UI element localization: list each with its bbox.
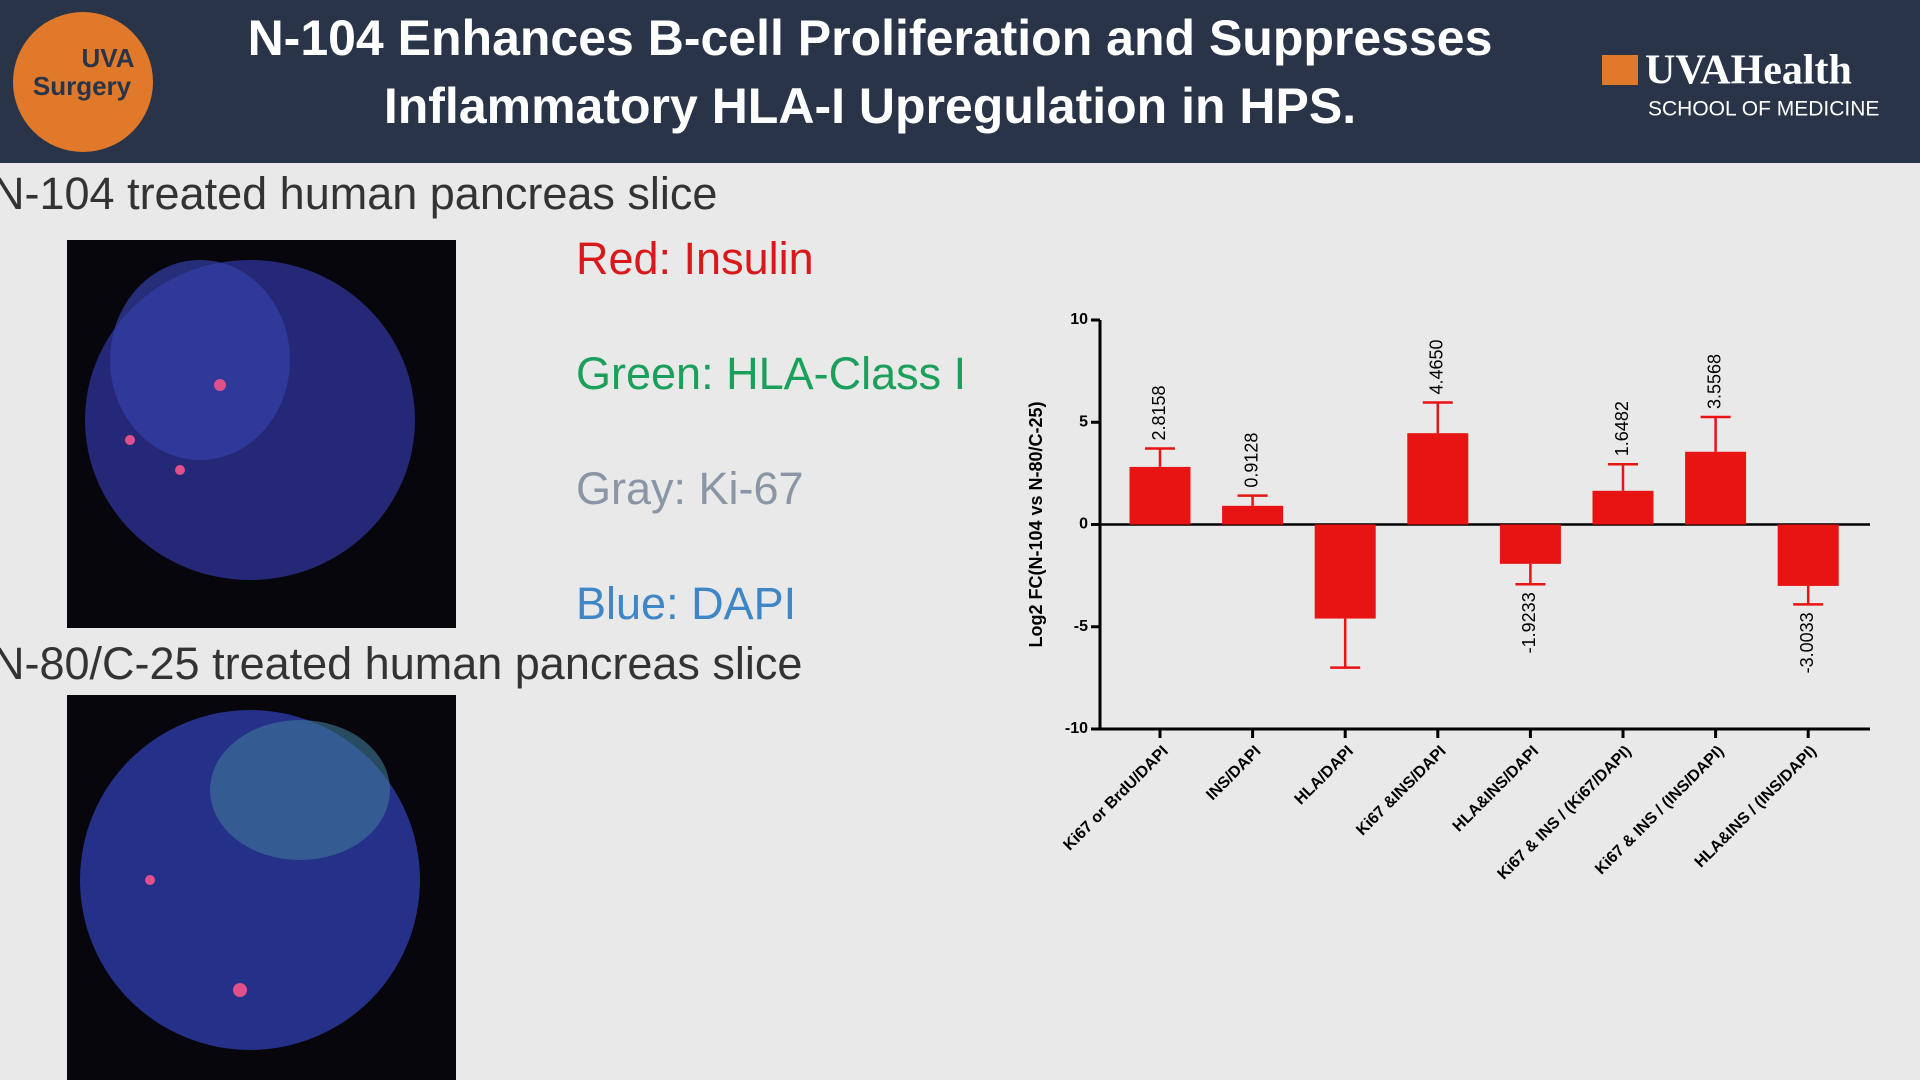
- bar: [1499, 524, 1561, 564]
- micrograph: [67, 240, 456, 628]
- value-label: 2.8158: [1149, 385, 1169, 440]
- legend-item: Red: Insulin: [576, 233, 814, 284]
- error-bar: [1793, 585, 1824, 606]
- y-tick-label: 0: [1079, 516, 1088, 533]
- caption: N-104 treated human pancreas slice: [0, 168, 717, 219]
- bar: [1314, 524, 1376, 619]
- legend-item: Gray: Ki-67: [576, 463, 804, 514]
- right-logo-icon: [1602, 55, 1638, 85]
- left-logo-text: UVA: [82, 43, 135, 73]
- bar: [1222, 505, 1284, 525]
- left-logo-text: Surgery: [33, 71, 132, 101]
- x-tick-label: Ki67 &INS/DAPI: [1353, 743, 1449, 839]
- x-tick-label: INS/DAPI: [1203, 743, 1264, 804]
- error-bar: [1330, 618, 1361, 669]
- header-bar: [0, 0, 1920, 163]
- x-tick-label: HLA&INS/DAPI: [1450, 743, 1542, 835]
- right-logo-name: UVAHealth: [1645, 48, 1852, 94]
- value-label: -3.0033: [1797, 612, 1817, 673]
- title: Inflammatory HLA-I Upregulation in HPS.: [384, 78, 1356, 134]
- bar: [1407, 433, 1469, 525]
- right-logo-subtitle: SCHOOL OF MEDICINE: [1648, 98, 1879, 121]
- y-tick-label: -5: [1074, 618, 1088, 635]
- bar: [1592, 490, 1654, 525]
- value-label: 3.5568: [1704, 354, 1724, 409]
- value-label: -1.9233: [1519, 592, 1539, 653]
- y-tick-label: 5: [1079, 413, 1088, 430]
- error-bar: [1515, 563, 1546, 586]
- value-label: 1.6482: [1612, 401, 1632, 456]
- value-label: 4.4650: [1427, 339, 1447, 394]
- x-tick-label: HLA/DAPI: [1292, 743, 1357, 808]
- caption: N-80/C-25 treated human pancreas slice: [0, 638, 802, 689]
- error-bar: [1608, 462, 1638, 491]
- y-tick-label: -10: [1065, 720, 1088, 737]
- bar: [1685, 451, 1747, 525]
- bar: [1129, 466, 1191, 525]
- bar: [1777, 524, 1839, 586]
- legend-item: Green: HLA-Class I: [576, 348, 966, 399]
- left-logo-circle: [13, 12, 153, 152]
- y-tick-label: 10: [1070, 311, 1088, 328]
- error-bar: [1237, 494, 1268, 506]
- micrograph: [67, 695, 456, 1080]
- error-bar: [1422, 401, 1453, 434]
- legend-item: Blue: DAPI: [576, 578, 796, 629]
- value-label: 0.9128: [1241, 433, 1261, 488]
- error-bar: [1700, 415, 1731, 452]
- title: N-104 Enhances B-cell Proliferation and …: [248, 10, 1493, 66]
- y-axis-label: Log2 FC(N-104 vs N-80/C-25): [1026, 401, 1046, 647]
- x-tick-label: Ki67 or BrdU/DAPI: [1060, 743, 1171, 854]
- error-bar: [1145, 447, 1175, 467]
